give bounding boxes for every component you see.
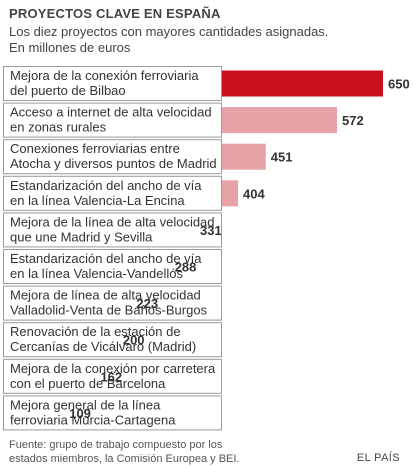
data-label: 200 <box>123 333 145 348</box>
bar-row: Mejora de línea de alta velocidadVallado… <box>3 285 222 321</box>
data-label: 223 <box>136 296 158 311</box>
data-label: 650 <box>388 77 410 92</box>
source-line-1: Fuente: grupo de trabajo compuesto por l… <box>9 439 223 451</box>
category-label-box <box>3 285 222 321</box>
category-label: Mejora de la línea de alta velocidad <box>10 214 215 229</box>
category-label-box <box>3 175 222 211</box>
data-label: 288 <box>175 260 197 275</box>
category-label: en la línea Valencia-Vandellós <box>10 266 183 281</box>
subtitle-line-2: En millones de euros <box>9 40 131 55</box>
category-label-box <box>3 139 222 175</box>
category-label: que une Madrid y Sevilla <box>10 229 153 244</box>
category-label: Conexiones ferroviarias entre <box>10 141 180 156</box>
category-label: Mejora de línea de alta velocidad <box>10 288 201 303</box>
data-label: 451 <box>271 150 293 165</box>
category-label: con el puerto de Barcelona <box>10 376 166 391</box>
category-label-box <box>3 395 222 431</box>
source-line-2: estados miembros, la Comisión Europea y … <box>9 453 240 465</box>
brand-logo-text: EL PAÍS <box>356 452 400 464</box>
source-note: Fuente: grupo de trabajo compuesto por l… <box>9 438 309 466</box>
chart-subtitle: Los diez proyectos con mayores cantidade… <box>9 24 389 56</box>
data-label: 404 <box>243 186 265 201</box>
category-label: Mejora de la conexión por carretera <box>10 361 216 376</box>
category-label-box <box>3 66 222 101</box>
category-label: Estandarización del ancho de vía <box>10 251 202 266</box>
category-label-box <box>3 249 222 284</box>
category-label: Mejora de la conexión ferroviaria <box>10 68 199 83</box>
category-label: en la línea Valencia-La Encina <box>10 193 185 208</box>
data-label: 162 <box>100 369 122 384</box>
data-label: 109 <box>69 406 91 421</box>
subtitle-line-1: Los diez proyectos con mayores cantidade… <box>9 24 329 39</box>
category-label-box <box>3 322 222 358</box>
category-label: en zonas rurales <box>10 120 107 135</box>
category-label: Cercanías de Vicálvaro (Madrid) <box>10 339 196 354</box>
category-label: Renovación de la estación de <box>10 324 181 339</box>
category-label: Mejora general de la línea <box>10 397 161 412</box>
data-label: 572 <box>342 113 364 128</box>
category-label: ferroviaria Murcia-Cartagena <box>10 412 176 427</box>
category-label: del puerto de Bilbao <box>10 83 126 98</box>
category-label: Estandarización del ancho de vía <box>10 178 202 193</box>
chart-title: PROYECTOS CLAVE EN ESPAÑA <box>9 6 221 21</box>
data-label: 331 <box>200 223 222 238</box>
category-label-box <box>3 212 222 248</box>
category-label-box <box>3 102 222 138</box>
category-label: Atocha y diversos puntos de Madrid <box>10 156 217 171</box>
category-label: Valladolid-Venta de Baños-Burgos <box>10 303 208 318</box>
bar-row: Mejora de la línea de alta velocidadque … <box>3 212 222 248</box>
category-label-box <box>3 358 222 394</box>
category-label: Acceso a internet de alta velocidad <box>10 105 212 120</box>
